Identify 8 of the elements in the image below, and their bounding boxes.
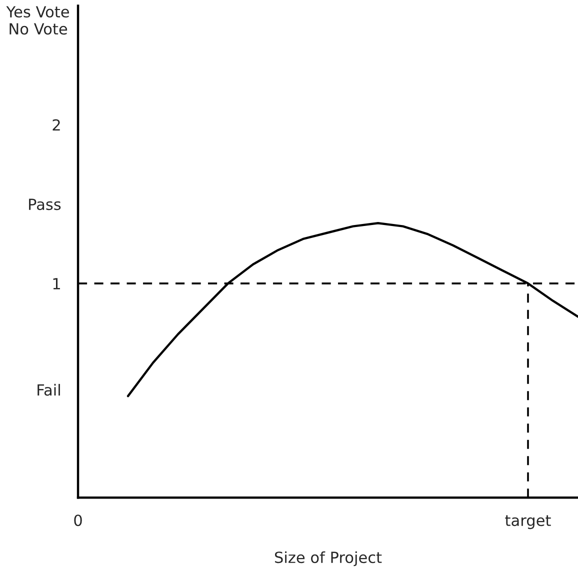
x-tick-label: target xyxy=(505,515,551,530)
x-tick-label: 0 xyxy=(74,514,82,526)
y-axis-title: Yes Vote No Vote xyxy=(6,6,69,35)
x-axis-title: Size of Project xyxy=(274,551,382,566)
y-tick-label: 2 xyxy=(52,119,60,131)
y-tick-label: Pass xyxy=(29,198,61,210)
y-tick-label: Fail xyxy=(38,384,60,396)
y-tick-label: 1 xyxy=(53,278,60,290)
